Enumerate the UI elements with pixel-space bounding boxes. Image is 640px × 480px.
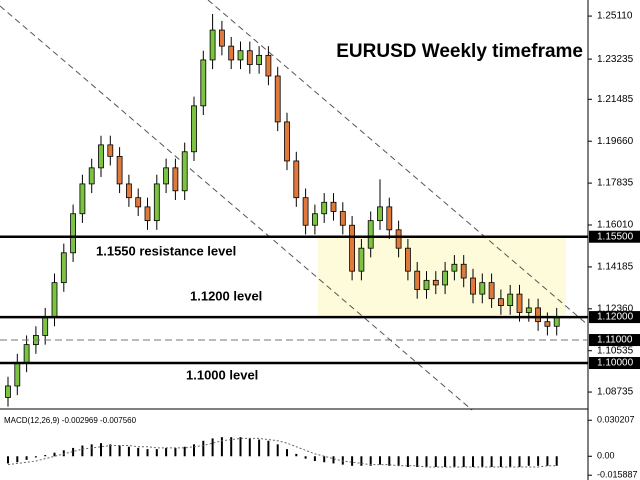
candle-body xyxy=(367,220,374,249)
candle-body xyxy=(404,247,411,272)
macd-label: MACD(12,26,9) -0.002969 -0.007560 xyxy=(4,416,137,425)
candle-body xyxy=(79,183,86,215)
candle-body xyxy=(42,316,49,336)
y-tick-label: 1.17835 xyxy=(597,178,634,189)
candle-body xyxy=(265,54,272,77)
candle-body xyxy=(349,224,356,272)
candle-body xyxy=(525,307,532,313)
candle-body xyxy=(107,144,114,157)
level-label: 1.15500 xyxy=(597,231,634,242)
candle-body xyxy=(451,263,458,272)
candle-body xyxy=(144,206,151,222)
annotation: 1.1550 resistance level xyxy=(96,243,236,258)
candle-body xyxy=(98,144,104,169)
level-label-box xyxy=(589,230,640,243)
y-tick-label: 1.08735 xyxy=(597,387,634,398)
candle-body xyxy=(209,29,216,61)
candle-body xyxy=(218,29,225,47)
candle-body xyxy=(293,160,300,199)
level-label-box xyxy=(589,311,640,324)
candle-body xyxy=(488,282,495,300)
y-tick-label: 1.25110 xyxy=(597,11,633,22)
candle-body xyxy=(358,247,365,272)
candle-body xyxy=(51,282,58,318)
candle-body xyxy=(460,263,467,279)
candle-body xyxy=(60,252,67,284)
macd-signal xyxy=(7,437,557,468)
candle-body xyxy=(507,293,514,306)
candle-body xyxy=(163,167,170,185)
candle-body xyxy=(70,213,76,254)
candle-body xyxy=(386,206,393,231)
candle-body xyxy=(470,277,476,295)
candle-body xyxy=(544,321,551,327)
candle-body xyxy=(497,298,504,306)
candle-body xyxy=(135,197,142,208)
candle-body xyxy=(14,362,21,387)
candle-body xyxy=(330,201,337,212)
candle-body xyxy=(23,344,30,364)
macd-tick-label: 0.00 xyxy=(597,451,615,461)
macd-tick-label: -0.015887 xyxy=(597,470,638,480)
y-tick-label: 1.10535 xyxy=(597,345,634,356)
candle-body xyxy=(200,59,207,107)
candle-body xyxy=(88,167,95,185)
candle-body xyxy=(116,155,123,185)
y-tick-label: 1.12360 xyxy=(597,303,634,314)
channel-line xyxy=(0,5,473,411)
candle-body xyxy=(442,270,449,286)
candle-body xyxy=(377,206,383,222)
candle-body xyxy=(553,316,560,327)
level-label-box xyxy=(589,356,640,369)
candle-body xyxy=(172,167,179,192)
level-label-box xyxy=(589,334,640,347)
y-tick-label: 1.19660 xyxy=(597,136,634,147)
candle-body xyxy=(274,75,281,123)
candle-body xyxy=(256,54,263,65)
channel-line xyxy=(207,0,589,326)
macd-tick-label: 0.030207 xyxy=(597,415,635,425)
candle-body xyxy=(395,229,402,249)
candle-body xyxy=(181,151,188,192)
candle-body xyxy=(302,197,309,226)
candle-body xyxy=(237,50,244,61)
candle-body xyxy=(423,279,430,290)
candle-body xyxy=(516,293,523,313)
annotation: 1.1000 level xyxy=(186,367,258,382)
y-tick-label: 1.16010 xyxy=(597,220,634,231)
y-tick-label: 1.23235 xyxy=(597,54,634,65)
candle-body xyxy=(339,211,346,226)
candle-body xyxy=(479,282,486,295)
candle-body xyxy=(191,105,197,153)
candle-body xyxy=(228,45,235,61)
candle-body xyxy=(284,121,290,162)
candle-body xyxy=(321,201,328,215)
y-tick-label: 1.14185 xyxy=(597,262,634,273)
level-label: 1.10000 xyxy=(597,358,634,369)
candle-body xyxy=(311,213,318,226)
annotation: 1.1200 level xyxy=(190,288,262,303)
candle-body xyxy=(5,385,11,398)
chart-title: EURUSD Weekly timeframe xyxy=(336,41,583,62)
level-label: 1.11000 xyxy=(597,335,633,346)
candle-body xyxy=(432,279,439,286)
level-label: 1.12000 xyxy=(597,312,634,323)
candle-body xyxy=(126,183,132,199)
candle-body xyxy=(153,183,160,222)
candle-body xyxy=(535,307,541,323)
y-tick-label: 1.21485 xyxy=(597,94,634,105)
candle-body xyxy=(414,270,421,290)
candle-body xyxy=(246,50,253,65)
